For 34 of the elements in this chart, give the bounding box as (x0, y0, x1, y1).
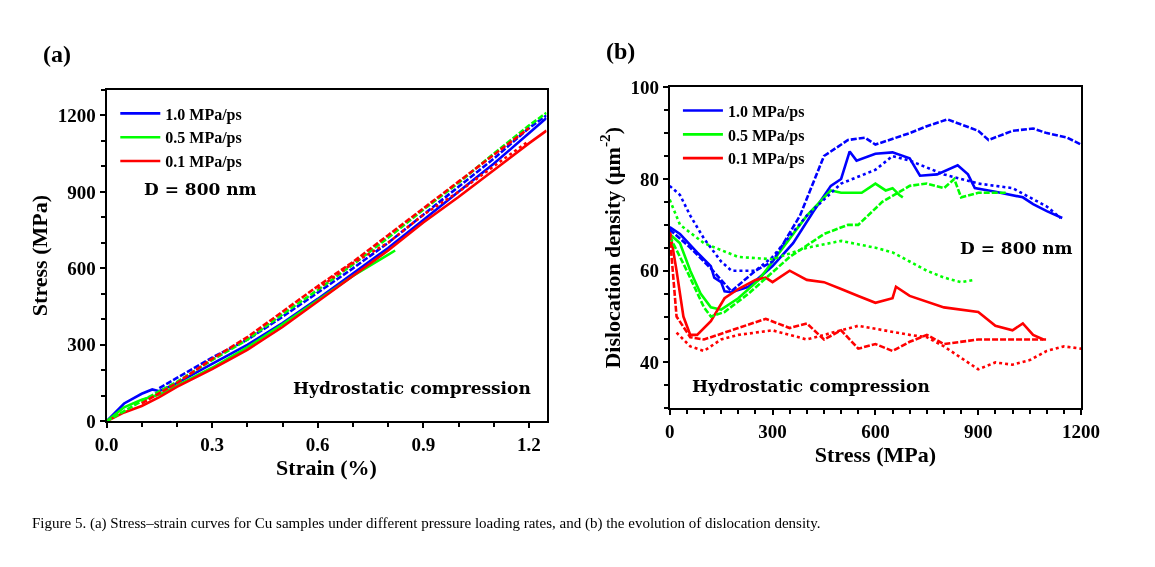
y-axis-title: Stress (MPa) (27, 195, 52, 317)
y-tick-label: 80 (639, 168, 659, 190)
legend-label: 0.5 MPa/ps (727, 126, 805, 145)
x-tick-label: 0.9 (411, 434, 436, 456)
legend-label: 1.0 MPa/ps (165, 105, 242, 124)
legend-label: 0.1 MPa/ps (165, 153, 242, 172)
annotation: D = 800 nm (960, 238, 1073, 258)
x-tick-label: 0.0 (94, 434, 119, 456)
x-axis-title: Strain (%) (276, 455, 377, 481)
chart-title: (b) (606, 38, 636, 64)
y-tick-label: 1200 (57, 105, 96, 127)
y-tick-label: 600 (67, 257, 96, 279)
annotation: D = 800 nm (144, 179, 257, 199)
y-tick-label: 300 (67, 334, 96, 356)
chart-title: (a) (43, 41, 71, 67)
annotation: Hydrostatic compression (293, 378, 531, 398)
legend-label: 1.0 MPa/ps (727, 102, 805, 121)
y-tick-label: 60 (639, 260, 659, 282)
x-tick-label: 600 (861, 421, 890, 443)
x-tick-label: 1.2 (517, 434, 541, 456)
y-tick-label: 900 (67, 181, 96, 203)
x-tick-label: 0.6 (305, 434, 330, 456)
y-tick-label: 40 (639, 352, 659, 374)
x-tick-label: 1200 (1062, 421, 1101, 443)
legend-label: 0.1 MPa/ps (727, 150, 805, 169)
x-axis-title: Stress (MPa) (814, 442, 936, 468)
legend-label: 0.5 MPa/ps (165, 129, 242, 148)
annotation: Hydrostatic compression (692, 376, 930, 396)
y-tick-label: 100 (630, 76, 659, 98)
x-tick-label: 0 (664, 421, 675, 443)
caption: Figure 5. (a) Stress–strain curves for Cu samples under different pressure loading rates, and (b) the evolution of dislocation density. (32, 515, 821, 532)
x-tick-label: 900 (964, 421, 993, 443)
x-tick-label: 300 (758, 421, 787, 443)
x-tick-label: 0.3 (200, 434, 224, 456)
